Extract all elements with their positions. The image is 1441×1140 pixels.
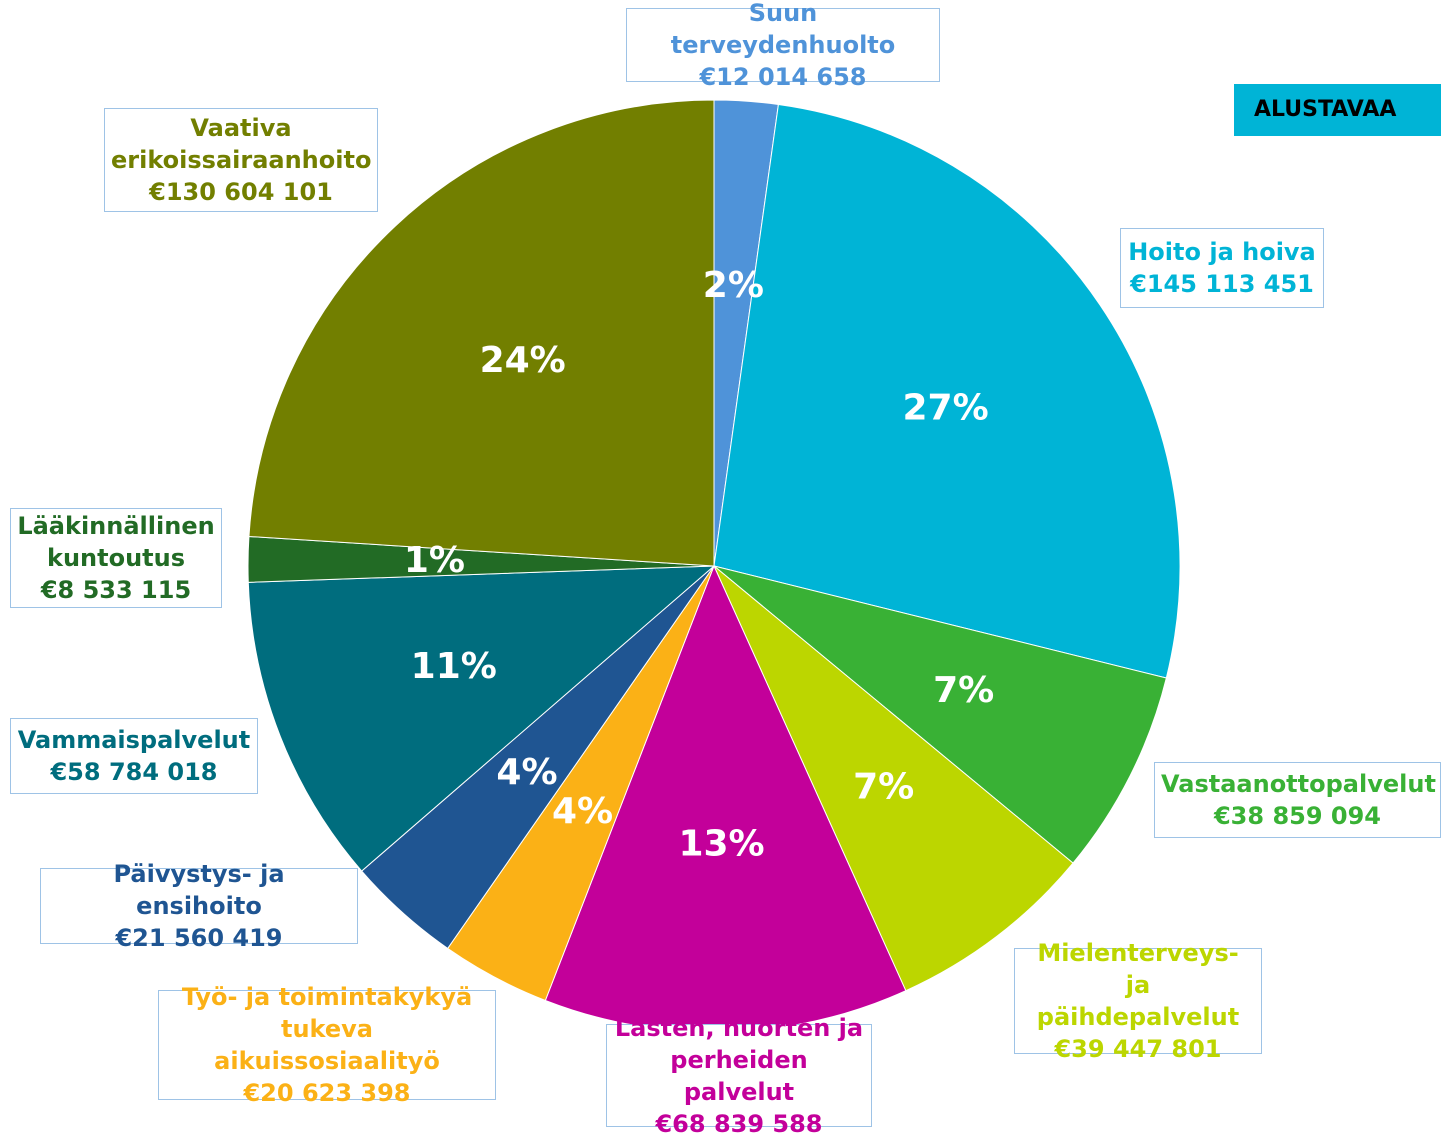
slice-label: Päivystys- ja ensihoito €21 560 419 — [40, 860, 358, 952]
slice — [713, 103, 1181, 679]
value-label: €8 533 115 — [40, 576, 192, 604]
slice-label: Lasten, nuorten ja perheiden palvelut €68… — [606, 1014, 872, 1138]
percent-label: 27% — [903, 387, 989, 428]
percent-label: 13% — [678, 823, 764, 864]
category: Työ- ja toimintakykyä tukeva aikuissosia… — [181, 983, 473, 1075]
value-label: €39 447 801 — [1054, 1035, 1222, 1063]
slice-label: Mielenterveys- ja päihdepalvelut €39 447 … — [1014, 939, 1262, 1063]
category: Lasten, nuorten ja perheiden palvelut — [614, 1013, 864, 1106]
category: Lääkinnällinen kuntoutus — [17, 512, 215, 572]
category: Suun terveydenhuolto — [670, 0, 896, 59]
slice — [247, 565, 716, 872]
value-label: €58 784 018 — [50, 758, 218, 786]
slice — [248, 99, 715, 567]
slice — [713, 565, 1167, 864]
slice-label: Vammaispalvelut €58 784 018 — [10, 718, 258, 794]
percent-label: 7% — [933, 670, 994, 711]
percent-label: 7% — [853, 766, 914, 807]
category: Päivystys- ja ensihoito — [113, 860, 285, 920]
percent-label: 1% — [404, 540, 465, 581]
value-label: €38 859 094 — [1213, 802, 1381, 830]
value-label: €12 014 658 — [699, 63, 867, 91]
value-label: €130 604 101 — [149, 178, 333, 206]
slice-label: Lääkinnällinen kuntoutus €8 533 115 — [10, 508, 222, 608]
category: Hoito ja hoiva — [1128, 238, 1316, 266]
slice-label: Hoito ja hoiva €145 113 451 — [1120, 228, 1324, 308]
category: Vastaanottopalvelut — [1161, 770, 1436, 798]
value-label: €145 113 451 — [1130, 270, 1314, 298]
percent-label: 4% — [496, 752, 557, 793]
slice-label: Työ- ja toimintakykyä tukeva aikuissosia… — [158, 983, 496, 1107]
percent-label: 4% — [552, 791, 613, 832]
slice — [713, 565, 1074, 992]
value-label: €68 839 588 — [655, 1109, 823, 1138]
banner: ALUSTAVAA — [1234, 84, 1441, 136]
category: Vaativa erikoissairaanhoito — [111, 114, 372, 174]
slice-label: Vaativa erikoissairaanhoito €130 604 101 — [104, 108, 378, 212]
category: Vammaispalvelut — [17, 726, 251, 754]
slice-label: Suun terveydenhuolto €12 014 658 — [626, 0, 940, 91]
slice-label: Vastaanottopalvelut €38 859 094 — [1154, 762, 1441, 838]
percent-label: 11% — [411, 646, 497, 687]
value-label: €21 560 419 — [115, 924, 283, 952]
percent-label: 24% — [480, 340, 566, 381]
category: Mielenterveys- ja päihdepalvelut — [1036, 939, 1240, 1031]
percent-label: 2% — [703, 265, 764, 306]
value-label: €20 623 398 — [243, 1079, 411, 1107]
